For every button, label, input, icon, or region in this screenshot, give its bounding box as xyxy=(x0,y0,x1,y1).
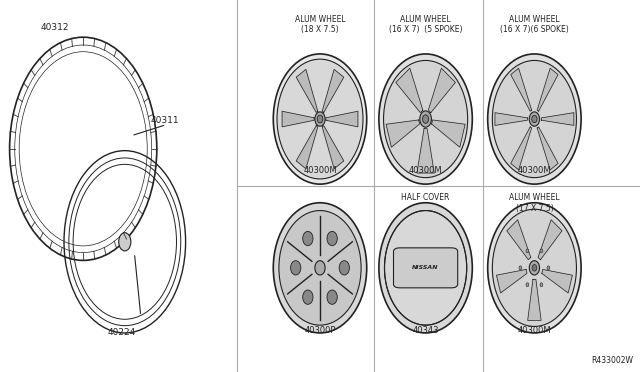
Polygon shape xyxy=(542,269,572,293)
Ellipse shape xyxy=(317,115,323,123)
Ellipse shape xyxy=(291,261,301,275)
Polygon shape xyxy=(538,220,562,260)
Polygon shape xyxy=(386,120,420,147)
Text: 40300M: 40300M xyxy=(518,326,551,335)
Ellipse shape xyxy=(488,203,581,333)
Ellipse shape xyxy=(540,283,543,287)
Ellipse shape xyxy=(379,54,472,184)
Text: ALUM WHEEL
(17 X 7.5): ALUM WHEEL (17 X 7.5) xyxy=(509,193,560,213)
Ellipse shape xyxy=(277,59,363,179)
Ellipse shape xyxy=(327,231,337,246)
Ellipse shape xyxy=(532,264,537,271)
Polygon shape xyxy=(326,111,358,127)
Ellipse shape xyxy=(420,111,431,127)
Text: 40300M: 40300M xyxy=(303,166,337,175)
Ellipse shape xyxy=(529,261,540,275)
Text: 40312: 40312 xyxy=(40,23,68,32)
Polygon shape xyxy=(282,111,314,127)
Ellipse shape xyxy=(303,231,313,246)
FancyBboxPatch shape xyxy=(394,248,458,288)
Ellipse shape xyxy=(273,54,367,184)
Polygon shape xyxy=(396,68,423,113)
Polygon shape xyxy=(541,113,574,125)
Polygon shape xyxy=(428,68,456,113)
Ellipse shape xyxy=(519,266,522,270)
Ellipse shape xyxy=(492,209,577,327)
Ellipse shape xyxy=(526,249,529,253)
Text: 40224: 40224 xyxy=(108,328,136,337)
Text: 40300P: 40300P xyxy=(304,326,336,335)
Text: ALUM WHEEL
(16 X 7)(6 SPOKE): ALUM WHEEL (16 X 7)(6 SPOKE) xyxy=(500,15,569,34)
Polygon shape xyxy=(431,120,465,147)
Ellipse shape xyxy=(492,61,577,177)
Ellipse shape xyxy=(529,112,540,126)
Text: 40300M: 40300M xyxy=(518,166,551,175)
Ellipse shape xyxy=(488,54,581,184)
Polygon shape xyxy=(296,126,318,169)
Ellipse shape xyxy=(273,203,367,333)
Ellipse shape xyxy=(303,290,313,304)
Ellipse shape xyxy=(315,112,325,126)
Text: R433002W: R433002W xyxy=(591,356,634,365)
Polygon shape xyxy=(511,127,532,170)
Polygon shape xyxy=(417,129,435,173)
Polygon shape xyxy=(296,70,318,112)
Polygon shape xyxy=(495,113,527,125)
Ellipse shape xyxy=(547,266,550,270)
Ellipse shape xyxy=(119,233,131,251)
Ellipse shape xyxy=(422,115,429,123)
Ellipse shape xyxy=(279,211,361,325)
Ellipse shape xyxy=(379,203,472,333)
Polygon shape xyxy=(322,70,344,112)
Ellipse shape xyxy=(383,61,468,177)
Ellipse shape xyxy=(532,115,537,123)
Text: ALUM WHEEL
(16 X 7)  (5 SPOKE): ALUM WHEEL (16 X 7) (5 SPOKE) xyxy=(389,15,462,34)
Polygon shape xyxy=(537,68,558,111)
Text: 40300M: 40300M xyxy=(409,166,442,175)
Text: 40311: 40311 xyxy=(150,116,179,125)
Ellipse shape xyxy=(526,283,529,287)
Ellipse shape xyxy=(315,261,325,275)
Text: NISSAN: NISSAN xyxy=(412,265,439,270)
Ellipse shape xyxy=(339,261,349,275)
Polygon shape xyxy=(507,220,531,260)
Polygon shape xyxy=(322,126,344,169)
Polygon shape xyxy=(528,279,541,320)
Text: HALF COVER: HALF COVER xyxy=(401,193,450,202)
Text: 40343: 40343 xyxy=(412,326,439,335)
Polygon shape xyxy=(497,269,527,293)
Polygon shape xyxy=(537,127,558,170)
Text: ALUM WHEEL
(18 X 7.5): ALUM WHEEL (18 X 7.5) xyxy=(294,15,346,34)
Polygon shape xyxy=(511,68,532,111)
Ellipse shape xyxy=(540,249,543,253)
Ellipse shape xyxy=(327,290,337,304)
